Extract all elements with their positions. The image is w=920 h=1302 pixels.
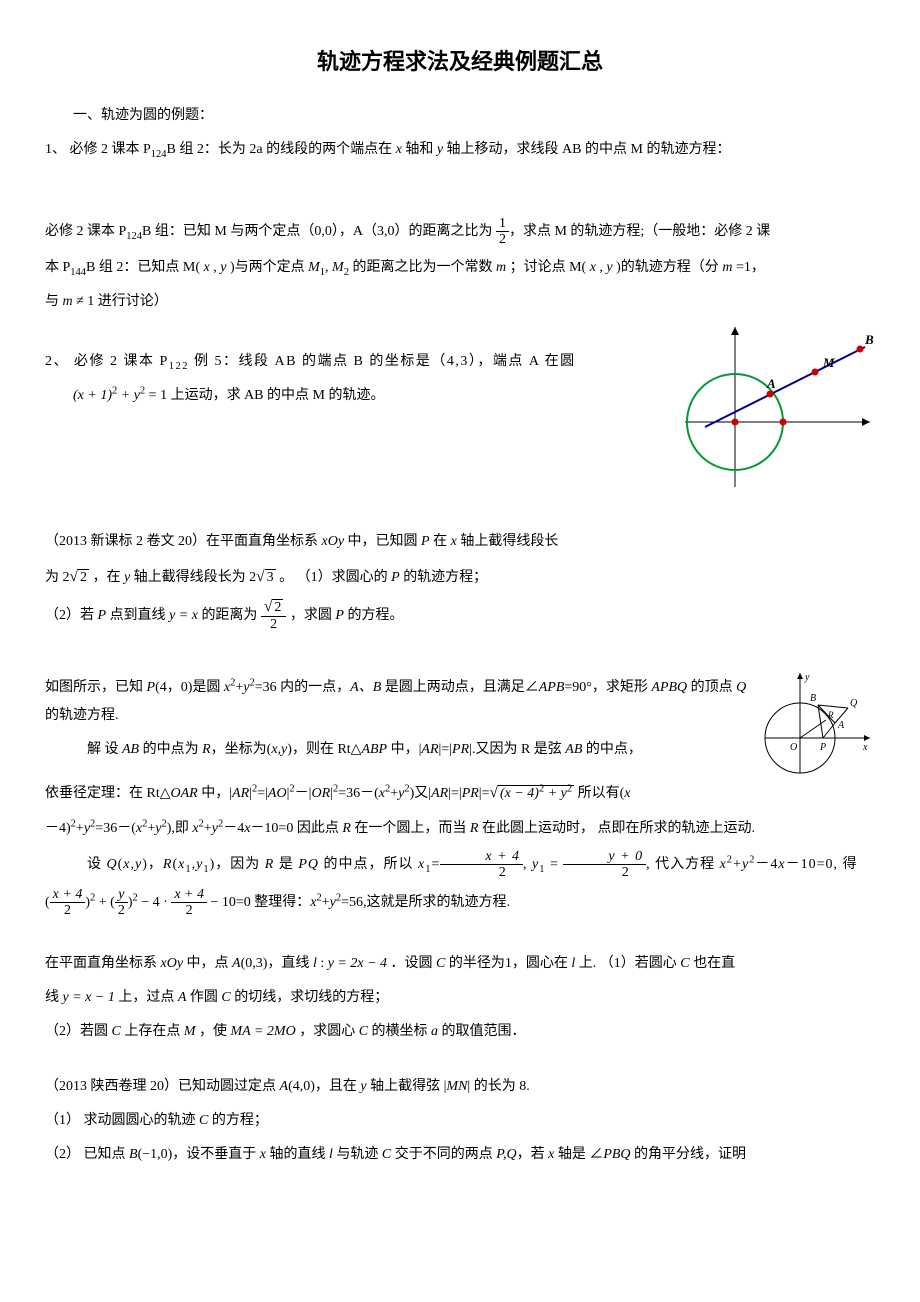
svg-text:B: B bbox=[810, 693, 816, 704]
problem-4: （2013 新课标 2 卷文 20）在平面直角坐标系 xOy 中，已知圆 P 在… bbox=[45, 528, 875, 556]
page-title: 轨迹方程求法及经典例题汇总 bbox=[45, 40, 875, 84]
problem-4-line3: （2）若 P 点到直线 y = x 的距离为 √22 ，求圆 P 的方程。 bbox=[45, 599, 875, 632]
svg-text:O: O bbox=[790, 742, 797, 753]
svg-text:P: P bbox=[819, 742, 826, 753]
solution-line3: －4)2+y2=36－(x2+y2),即 x2+y2－4x－10=0 因此点 R… bbox=[45, 815, 875, 843]
problem-7-q2: （2） 已知点 B(−1,0)，设不垂直于 x 轴的直线 l 与轨迹 C 交于不… bbox=[45, 1141, 875, 1169]
figure-rectangle-circle: O P A B Q R x y bbox=[760, 668, 875, 778]
problem-2-line3: 与 m ≠ 1 进行讨论） bbox=[45, 288, 875, 316]
problem-6-line3: （2）若圆 C 上存在点 M ，使 MA = 2MO ，求圆心 C 的横坐标 a… bbox=[45, 1018, 875, 1046]
problem-4-line2: 为 2√2 ，在 y 轴上截得线段长为 2√3 。 （1）求圆心的 P 的轨迹方… bbox=[45, 562, 875, 593]
svg-text:Q: Q bbox=[850, 698, 858, 709]
svg-text:x: x bbox=[862, 742, 868, 753]
svg-text:y: y bbox=[804, 672, 810, 683]
problem-2: 必修 2 课本 P124B 组：已知 M 与两个定点（0,0），A（3,0）的距… bbox=[45, 216, 875, 248]
problem-2-line2: 本 P144B 组 2：已知点 M( x , y )与两个定点 M1, M2 的… bbox=[45, 254, 875, 282]
svg-text:A: A bbox=[837, 720, 845, 731]
problem-1: 1、 必修 2 课本 P124B 组 2：长为 2a 的线段的两个端点在 x 轴… bbox=[45, 136, 875, 164]
svg-text:B: B bbox=[864, 332, 874, 347]
solution-line2: 依垂径定理：在 Rt△OAR 中，|AR|2=|AO|2－|OR|2=36－(x… bbox=[45, 778, 875, 809]
svg-text:M: M bbox=[822, 355, 835, 370]
solution-line5: (x + 42)2 + (y2)2 − 4 · x + 42 − 10=0 整理… bbox=[45, 887, 875, 919]
figure-circle-line: A M B bbox=[675, 322, 875, 492]
solution-line1: 解 设 AB 的中点为 R，坐标为(x,y)，则在 Rt△ABP 中，|AR|=… bbox=[45, 736, 875, 764]
svg-text:A: A bbox=[766, 376, 776, 391]
section-heading: 一、轨迹为圆的例题： bbox=[45, 102, 875, 130]
problem-6-line2: 线 y = x − 1 上，过点 A 作圆 C 的切线，求切线的方程； bbox=[45, 984, 875, 1012]
solution-line4: 设 Q(x,y)，R(x1,y1)，因为 R 是 PQ 的中点，所以 x1=x … bbox=[45, 849, 875, 881]
problem-5: 如图所示，已知 P(4，0)是圆 x2+y2=36 内的一点，A、B 是圆上两动… bbox=[45, 674, 875, 730]
problem-6: 在平面直角坐标系 xOy 中，点 A(0,3)，直线 l : y = 2x − … bbox=[45, 950, 875, 978]
svg-text:R: R bbox=[827, 710, 834, 720]
problem-7: （2013 陕西卷理 20）已知动圆过定点 A(4,0)，且在 y 轴上截得弦 … bbox=[45, 1073, 875, 1101]
problem-7-q1: （1） 求动圆圆心的轨迹 C 的方程； bbox=[45, 1107, 875, 1135]
